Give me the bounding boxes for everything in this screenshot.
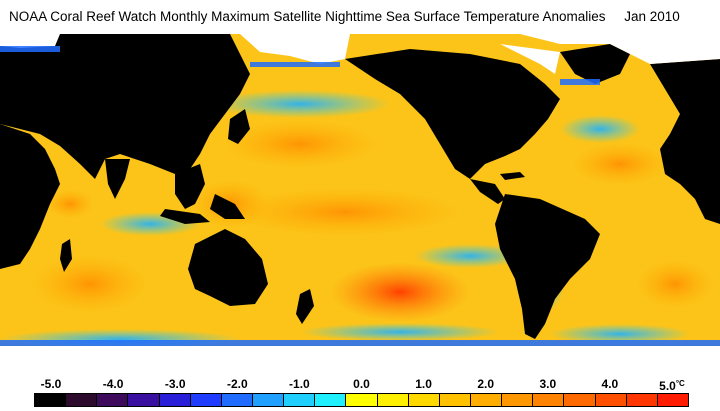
polar-fringe-cool	[0, 46, 720, 346]
tick-value: 5.0	[659, 379, 676, 393]
colorbar-swatch	[469, 394, 502, 406]
colorbar-swatch	[625, 394, 657, 406]
colorbar-swatch	[532, 394, 564, 406]
colorbar-tick-label: 4.0	[602, 376, 619, 392]
colorbar-swatch	[127, 394, 159, 406]
colorbar-tick-label: 5.0°C	[659, 376, 685, 394]
colorbar-swatch	[314, 394, 346, 406]
colorbar-tick-label: -4.0	[103, 376, 124, 392]
colorbar-swatch	[563, 394, 595, 406]
colorbar-tick-label: 2.0	[477, 376, 494, 392]
colorbar-swatch	[501, 394, 533, 406]
colorbar-tick-label: 1.0	[415, 376, 432, 392]
colorbar	[34, 393, 689, 407]
tick-value: 2.0	[477, 377, 495, 391]
colorbar-tick-label: 0.0	[353, 376, 370, 392]
sst-anomaly-map	[0, 34, 720, 367]
tick-value: 4.0	[601, 377, 619, 391]
tick-value: -3.0	[164, 377, 186, 391]
tick-value: 3.0	[539, 377, 557, 391]
colorbar-swatch	[35, 394, 66, 406]
tick-value: -5.0	[40, 377, 62, 391]
sea-ice	[0, 34, 720, 74]
land	[0, 34, 720, 367]
colorbar-swatch	[376, 394, 408, 406]
colorbar-tick-label: -1.0	[289, 376, 310, 392]
tick-value: 1.0	[415, 377, 432, 391]
colorbar-swatch	[407, 394, 439, 406]
colorbar-swatch	[283, 394, 315, 406]
tick-value: -1.0	[289, 377, 310, 391]
map-title: NOAA Coral Reef Watch Monthly Maximum Sa…	[9, 9, 680, 24]
colorbar-swatch	[189, 394, 221, 406]
colorbar-tick-label: 3.0	[539, 376, 556, 392]
colorbar-swatch	[96, 394, 128, 406]
colorbar-swatch	[158, 394, 190, 406]
tick-value: -2.0	[226, 377, 248, 391]
tick-value: -4.0	[102, 377, 124, 391]
unit-label: °C	[675, 379, 685, 388]
colorbar-swatch	[65, 394, 97, 406]
colorbar-tick-label: -3.0	[165, 376, 186, 392]
colorbar-tick-label: -5.0	[41, 376, 62, 392]
colorbar-swatch	[345, 394, 377, 406]
colorbar-swatch	[220, 394, 252, 406]
colorbar-swatch	[594, 394, 626, 406]
colorbar-tick-label: -2.0	[227, 376, 248, 392]
colorbar-swatch	[656, 394, 688, 406]
colorbar-tick-labels: -5.0 -4.0 -3.0 -2.0 -1.0 0.0 1.0 2.0 3.0 4.0 5.0°C	[0, 376, 720, 394]
colorbar-swatch	[251, 394, 284, 406]
tick-value: 0.0	[353, 377, 370, 391]
colorbar-swatch	[438, 394, 470, 406]
